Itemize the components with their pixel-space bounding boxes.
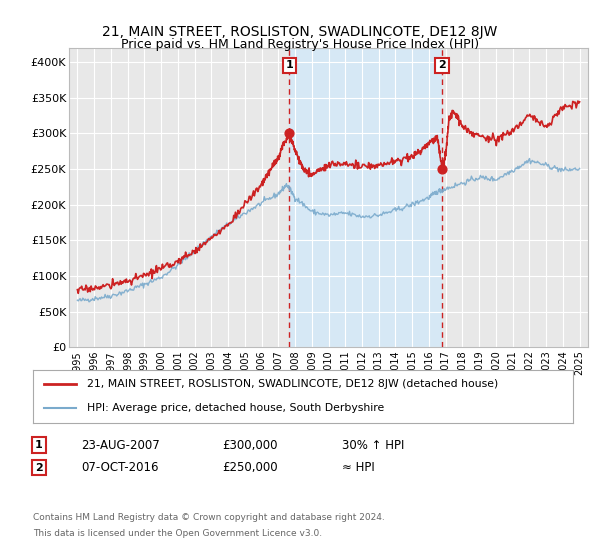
Text: 07-OCT-2016: 07-OCT-2016 <box>81 461 158 474</box>
Text: 30% ↑ HPI: 30% ↑ HPI <box>342 438 404 452</box>
Text: Price paid vs. HM Land Registry's House Price Index (HPI): Price paid vs. HM Land Registry's House … <box>121 38 479 51</box>
Text: 23-AUG-2007: 23-AUG-2007 <box>81 438 160 452</box>
Text: This data is licensed under the Open Government Licence v3.0.: This data is licensed under the Open Gov… <box>33 529 322 538</box>
Text: ≈ HPI: ≈ HPI <box>342 461 375 474</box>
Text: HPI: Average price, detached house, South Derbyshire: HPI: Average price, detached house, Sout… <box>87 403 384 413</box>
Point <box>437 165 447 174</box>
Text: Contains HM Land Registry data © Crown copyright and database right 2024.: Contains HM Land Registry data © Crown c… <box>33 514 385 522</box>
Text: £300,000: £300,000 <box>222 438 277 452</box>
Text: 1: 1 <box>285 60 293 71</box>
Bar <box>289 48 442 347</box>
Text: 2: 2 <box>438 60 446 71</box>
Point <box>284 129 294 138</box>
Text: 21, MAIN STREET, ROSLISTON, SWADLINCOTE, DE12 8JW (detached house): 21, MAIN STREET, ROSLISTON, SWADLINCOTE,… <box>87 380 498 390</box>
Text: 2: 2 <box>35 463 43 473</box>
Text: 21, MAIN STREET, ROSLISTON, SWADLINCOTE, DE12 8JW: 21, MAIN STREET, ROSLISTON, SWADLINCOTE,… <box>103 25 497 39</box>
Text: £250,000: £250,000 <box>222 461 278 474</box>
Text: 1: 1 <box>35 440 43 450</box>
